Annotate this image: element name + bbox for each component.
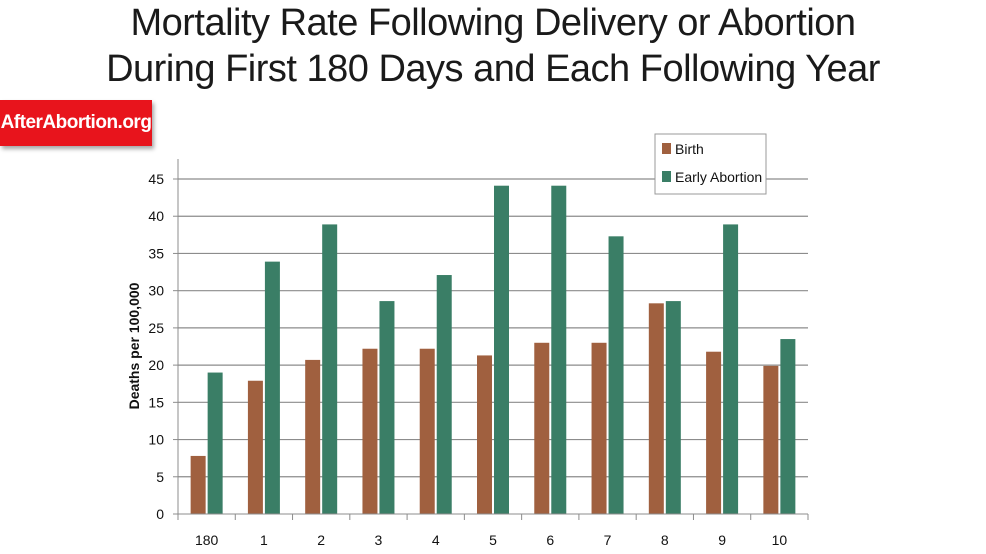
- x-tick-label: 3: [375, 532, 383, 548]
- bar-birth: [305, 359, 321, 514]
- bar-early-abortion: [780, 339, 796, 514]
- x-tick-label: 5: [489, 532, 497, 548]
- y-tick-label: 10: [148, 432, 164, 448]
- site-logo-badge: AfterAbortion.org: [0, 100, 152, 146]
- x-tick-label: 9: [718, 532, 726, 548]
- bar-early-abortion: [436, 275, 452, 514]
- y-tick-labels: 0 5 10 15 20 25 30 35 40 45: [148, 171, 164, 522]
- legend-label: Early Abortion: [675, 169, 762, 185]
- y-tick-label: 20: [148, 357, 164, 373]
- y-tick-label: 45: [148, 171, 164, 187]
- y-tick-label: 0: [156, 506, 164, 522]
- bar-birth: [591, 342, 607, 514]
- bar-birth: [706, 351, 722, 514]
- bar-early-abortion: [551, 185, 567, 514]
- bar-birth: [190, 455, 206, 514]
- gridlines: [173, 178, 808, 515]
- y-tick-label: 30: [148, 283, 164, 299]
- bar-birth: [477, 355, 492, 514]
- bar-birth: [534, 342, 550, 514]
- x-tick-label: 7: [604, 532, 612, 548]
- bar-birth: [362, 348, 378, 514]
- bar-birth: [247, 380, 263, 514]
- legend-label: Birth: [675, 141, 704, 157]
- legend-swatch: [662, 171, 671, 182]
- y-tick-label: 25: [148, 320, 164, 336]
- bar-birth: [419, 348, 435, 514]
- bar-early-abortion: [322, 224, 338, 514]
- bar-birth: [648, 303, 664, 514]
- y-tick-label: 40: [148, 208, 164, 224]
- chart-title-line1: Mortality Rate Following Delivery or Abo…: [130, 2, 856, 44]
- bars: [190, 185, 796, 515]
- bar-early-abortion: [264, 261, 280, 514]
- y-tick-label: 35: [148, 245, 164, 261]
- x-tick-label: 10: [772, 532, 788, 548]
- legend: Birth Early Abortion: [654, 133, 767, 195]
- bar-early-abortion: [723, 224, 739, 514]
- bar-early-abortion: [665, 301, 681, 514]
- axes: [177, 159, 809, 520]
- bar-birth: [763, 365, 779, 514]
- x-tick-label: 6: [546, 532, 554, 548]
- x-tick-label: 2: [317, 532, 325, 548]
- x-tick-label: 4: [432, 532, 440, 548]
- y-axis-label: Deaths per 100,000: [126, 282, 142, 409]
- bar-early-abortion: [608, 236, 624, 515]
- x-tick-label: 8: [661, 532, 669, 548]
- bar-early-abortion: [494, 185, 509, 514]
- legend-swatch: [662, 143, 671, 154]
- legend-box: [654, 133, 767, 195]
- bar-early-abortion: [207, 372, 223, 514]
- y-tick-label: 15: [148, 394, 164, 410]
- x-tick-label: 1: [260, 532, 268, 548]
- x-tick-labels: 180 1 2 3 4 5 6 7 8 9 10: [195, 532, 787, 548]
- chart-title-line2: During First 180 Days and Each Following…: [106, 48, 880, 90]
- x-tick-label: 180: [195, 532, 219, 548]
- y-tick-label: 5: [156, 469, 164, 485]
- bar-early-abortion: [379, 301, 395, 514]
